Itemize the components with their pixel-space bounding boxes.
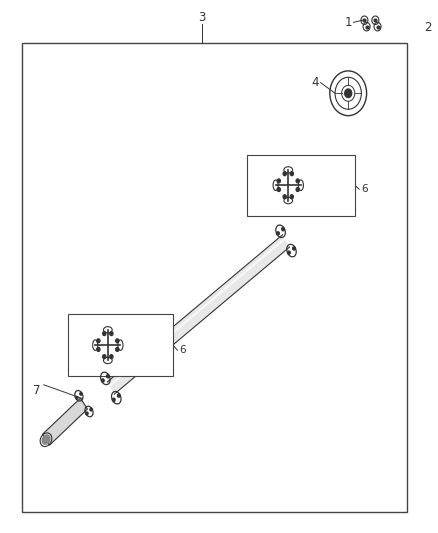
- Text: 5: 5: [327, 155, 334, 165]
- Circle shape: [296, 188, 299, 191]
- Circle shape: [86, 412, 88, 415]
- Circle shape: [90, 408, 92, 411]
- Text: 2: 2: [424, 21, 432, 34]
- Circle shape: [110, 355, 113, 359]
- Circle shape: [296, 179, 299, 183]
- Text: 3: 3: [199, 11, 206, 24]
- Ellipse shape: [42, 434, 50, 445]
- Text: 4: 4: [311, 76, 319, 89]
- Circle shape: [80, 392, 82, 395]
- Polygon shape: [107, 235, 290, 394]
- Circle shape: [106, 375, 109, 378]
- Circle shape: [113, 398, 115, 401]
- Circle shape: [102, 379, 104, 382]
- Circle shape: [97, 348, 100, 351]
- Circle shape: [110, 332, 113, 336]
- Polygon shape: [42, 398, 88, 445]
- Circle shape: [277, 188, 280, 191]
- Circle shape: [277, 179, 280, 183]
- Circle shape: [102, 332, 106, 336]
- Circle shape: [282, 228, 284, 231]
- Circle shape: [345, 89, 352, 98]
- Circle shape: [277, 232, 279, 235]
- Circle shape: [283, 195, 286, 199]
- Text: 6: 6: [361, 184, 368, 194]
- Circle shape: [97, 339, 100, 343]
- Text: 5: 5: [141, 316, 148, 326]
- Bar: [68, 314, 173, 376]
- Circle shape: [293, 247, 295, 250]
- Text: 6: 6: [179, 345, 186, 355]
- Circle shape: [288, 251, 290, 254]
- Bar: [247, 155, 355, 216]
- Text: 1: 1: [344, 16, 352, 29]
- Circle shape: [117, 394, 120, 397]
- Bar: [22, 43, 407, 512]
- Circle shape: [283, 172, 286, 176]
- Text: 7: 7: [33, 384, 41, 397]
- Circle shape: [290, 172, 293, 176]
- Circle shape: [102, 355, 106, 359]
- Circle shape: [116, 348, 119, 351]
- Circle shape: [76, 397, 78, 399]
- Circle shape: [290, 195, 293, 199]
- Circle shape: [116, 339, 119, 343]
